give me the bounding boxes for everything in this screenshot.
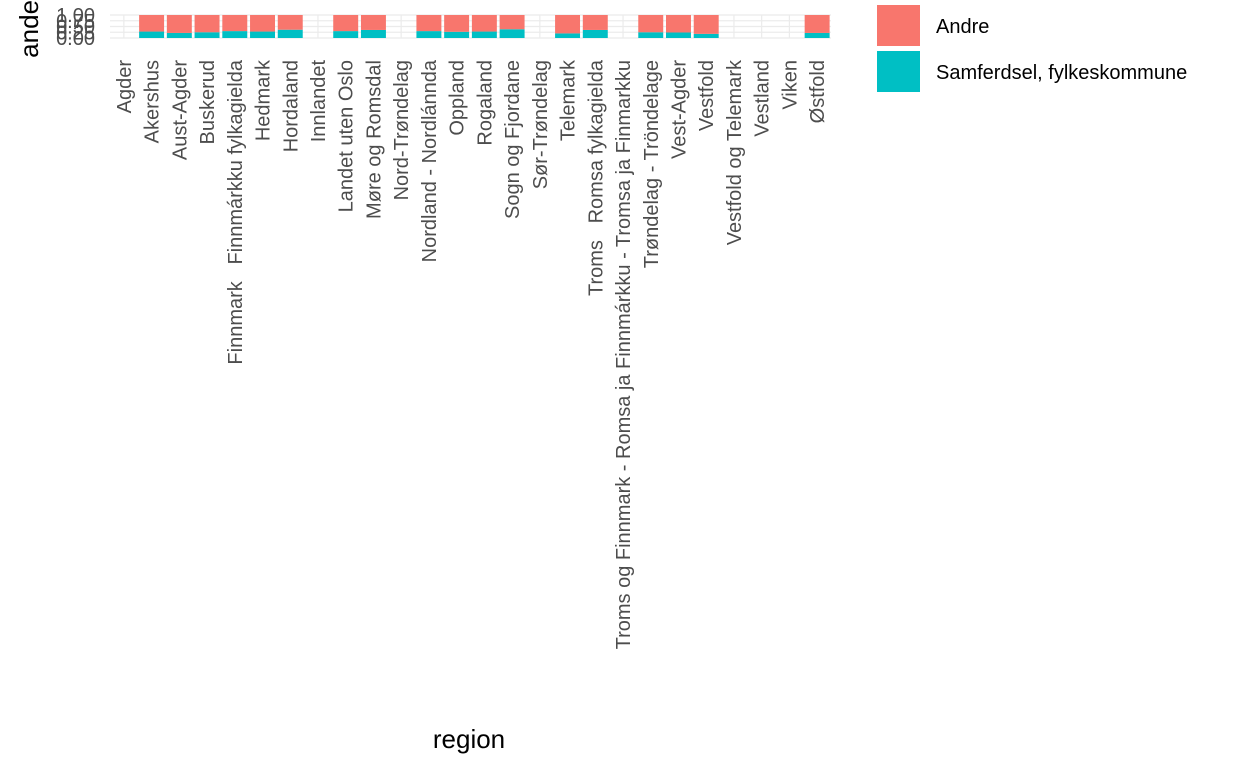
bar-segment [277,15,303,30]
x-axis-ticks: Agder Akershus Aust-Agder Buskerud Finnmark … [114,59,829,649]
bar-segment [555,15,581,34]
bar-segment [222,31,248,38]
legend: Andre Samferdsel, fylkeskommune [877,5,1187,92]
bar-segment [804,15,830,33]
bar-segment [582,29,608,38]
bar-segment [416,31,442,38]
bar-segment [416,15,442,32]
x-axis-title: region [433,724,505,754]
bar-segment [499,15,525,30]
x-tick-label: Vestfold og Telemark [724,59,746,245]
x-tick-label: Vestland [752,60,774,137]
bar-segment [250,15,275,32]
x-tick-label: Troms Romsa fylkagielda [585,59,607,296]
bar-segment [638,15,664,33]
x-tick-label: Innlandet [308,60,330,143]
x-tick-label: Hordaland [280,60,302,152]
bar-segment [471,15,497,32]
x-tick-label: Agder [114,60,136,114]
bar-segment [444,31,470,38]
bar-segment [555,33,581,38]
bar-segment [666,15,691,33]
legend-label: Andre [936,16,989,38]
x-tick-label: Nord-Trøndelag [391,60,413,200]
bar-segment [360,15,386,30]
bar-segment [693,33,719,38]
x-tick-label: Buskerud [197,60,219,145]
x-tick-label: Vest-Agder [668,60,690,159]
bar-segment [582,15,608,30]
legend-key [877,51,920,92]
y-tick-label: 1.00 [56,5,95,27]
bar-segment [139,15,165,32]
x-tick-label: Telemark [558,59,580,141]
y-tick-label: 0.50 [56,17,95,39]
bar-segment [638,32,664,38]
bar-segment [333,15,359,32]
bar-segment [499,29,525,38]
x-tick-label: Østfold [807,60,829,123]
bar-segment [666,32,691,38]
bar-segment [194,32,220,38]
x-tick-label: Oppland [447,60,469,136]
bar-segment [166,32,192,38]
y-tick-label: 0.75 [56,11,95,33]
bar-segment [222,15,248,32]
bars [139,15,830,38]
x-tick-label: Troms og Finnmark - Romsa ja Finnmárkku … [613,60,635,649]
bar-segment [444,15,470,32]
bar-segment [804,32,830,38]
x-tick-label: Hedmark [253,59,275,141]
y-axis-ticks: 0.000.250.500.751.00 [56,5,95,50]
x-tick-label: Trøndelag - Tröndelage [641,60,663,268]
bar-segment [250,31,275,38]
bar-segment [277,29,303,38]
bar-segment [693,15,719,34]
bar-segment [360,29,386,38]
bar-segment [166,15,192,33]
legend-label: Samferdsel, fylkeskommune [936,62,1187,84]
x-tick-label: Møre og Romsdal [363,60,385,219]
x-tick-label: Sogn og Fjordane [502,60,524,219]
x-tick-label: Rogaland [474,60,496,146]
legend-key [877,5,920,46]
x-tick-label: Finnmark Finnmárkku fylkagielda [225,59,247,364]
y-axis-title: andel [14,0,44,58]
x-tick-label: Viken [779,60,801,110]
bar-segment [139,31,165,38]
x-tick-label: Aust-Agder [169,60,191,160]
x-tick-label: Nordland - Nordlánnda [419,59,441,262]
x-tick-label: Sør-Trøndelag [530,60,552,189]
bar-segment [333,31,359,38]
x-tick-label: Landet uten Oslo [336,60,358,212]
bar-segment [194,15,220,33]
x-tick-label: Akershus [142,60,164,143]
y-tick-label: 0.00 [56,28,95,50]
bar-segment [471,31,497,38]
y-tick-label: 0.25 [56,22,95,44]
x-tick-label: Vestfold [696,60,718,131]
